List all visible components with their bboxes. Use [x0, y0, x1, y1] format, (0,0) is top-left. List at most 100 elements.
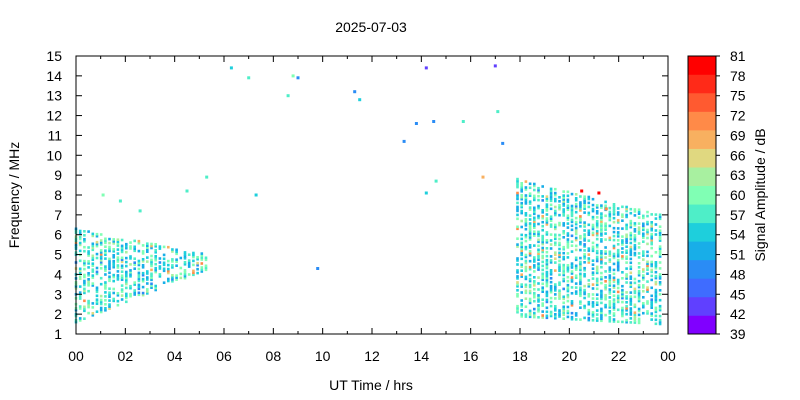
- echo-cell: [595, 212, 599, 215]
- echo-cell: [629, 311, 633, 314]
- echo-cell: [566, 200, 570, 204]
- echo-cell: [583, 261, 586, 264]
- y-tick-label: 6: [54, 227, 62, 243]
- echo-cell: [600, 281, 603, 285]
- echo-cell: [554, 283, 557, 286]
- echo-cell: [574, 206, 578, 210]
- echo-cell: [587, 293, 591, 296]
- echo-cell: [600, 311, 603, 315]
- echo-cell: [646, 242, 649, 246]
- echo-cell: [120, 270, 124, 273]
- echo-cell: [99, 282, 103, 286]
- echo-cell: [87, 311, 90, 315]
- echo-cell: [95, 240, 99, 244]
- echo-cell: [629, 247, 633, 251]
- echo-cell: [516, 310, 519, 314]
- echo-cell: [192, 263, 195, 267]
- echo-cell: [520, 285, 523, 288]
- echo-cell: [554, 241, 557, 245]
- echo-cell: [646, 228, 649, 232]
- echo-cell: [91, 234, 95, 238]
- echo-cell: [633, 281, 637, 285]
- echo-cell: [583, 205, 586, 208]
- echo-cell: [566, 194, 570, 198]
- echo-cell: [549, 199, 553, 203]
- echo-cell: [533, 208, 536, 212]
- echo-cell: [137, 239, 141, 243]
- echo-cell: [566, 279, 570, 283]
- echo-cell: [629, 285, 633, 288]
- echo-cell: [104, 265, 107, 268]
- echo-cell: [524, 218, 528, 221]
- echo-cell: [524, 235, 528, 239]
- echo-cell: [637, 321, 641, 325]
- echo-cell: [570, 250, 574, 253]
- echo-cell: [658, 308, 662, 312]
- echo-cell: [154, 249, 157, 252]
- echo-cell: [650, 221, 653, 224]
- echo-cell: [600, 271, 603, 275]
- echo-cell: [574, 210, 578, 214]
- echo-cell: [549, 191, 553, 195]
- echo-cell: [137, 249, 141, 253]
- echo-cell: [646, 280, 649, 283]
- echo-cell: [562, 257, 565, 261]
- echo-cell: [604, 280, 607, 283]
- echo-cell: [108, 303, 111, 306]
- echo-cell: [574, 266, 578, 270]
- echo-cell: [78, 319, 82, 322]
- echo-cell: [537, 316, 540, 319]
- echo-cell: [528, 273, 532, 277]
- echo-cell: [520, 193, 523, 197]
- echo-cell: [587, 223, 591, 227]
- echo-cell: [528, 206, 532, 209]
- echo-cell: [600, 212, 603, 215]
- echo-cell: [520, 182, 523, 185]
- echo-cell: [129, 271, 132, 274]
- echo-cell: [562, 309, 565, 312]
- echo-cell: [183, 255, 187, 258]
- echo-cell: [579, 294, 582, 298]
- echo-cell: [633, 210, 637, 213]
- echo-cell: [116, 244, 120, 247]
- echo-cell: [637, 216, 641, 219]
- echo-cell: [554, 191, 557, 195]
- echo-cell: [129, 247, 132, 250]
- echo-cell: [520, 247, 523, 251]
- echo-cell: [579, 318, 582, 321]
- echo-cell: [612, 254, 616, 258]
- echo-cell: [541, 314, 544, 317]
- echo-cell: [104, 253, 107, 256]
- echo-cell: [600, 254, 603, 257]
- echo-cell: [175, 252, 178, 256]
- echo-cell: [642, 305, 645, 309]
- echo-cell: [574, 244, 578, 248]
- echo-cell: [562, 214, 565, 217]
- echo-cell: [608, 270, 612, 273]
- echo-cell: [549, 312, 553, 316]
- echo-cell: [146, 292, 149, 295]
- echo-cell: [658, 320, 662, 324]
- echo-cell: [608, 260, 612, 263]
- echo-cell: [612, 312, 616, 315]
- echo-cell: [591, 305, 595, 308]
- echo-cell: [133, 245, 136, 249]
- echo-cell: [637, 226, 641, 229]
- echo-cell: [625, 267, 628, 270]
- echo-cell: [654, 274, 658, 278]
- colorbar-tick-label: 66: [730, 147, 746, 163]
- echo-point: [358, 98, 362, 102]
- echo-cell: [558, 283, 561, 286]
- echo-cell: [108, 293, 111, 296]
- echo-cell: [549, 189, 553, 193]
- echo-cell: [541, 274, 544, 278]
- echo-cell: [524, 247, 528, 251]
- echo-cell: [129, 294, 132, 298]
- echo-cell: [108, 241, 111, 245]
- echo-cell: [200, 266, 204, 269]
- echo-cell: [125, 280, 128, 284]
- echo-cell: [116, 252, 120, 255]
- axes: 00 02 04 06 08 10 12 14 16 18 20 22 0012345678910111…: [46, 48, 676, 364]
- echo-cell: [528, 267, 532, 271]
- echo-cell: [200, 256, 204, 259]
